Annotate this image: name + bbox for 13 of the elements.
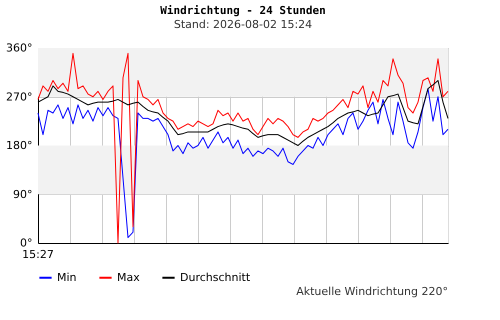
y-tick-label: 90° — [13, 188, 32, 201]
chart-title: Windrichtung - 24 Stunden — [160, 4, 326, 17]
line-series — [38, 88, 448, 238]
y-tick-label: 270° — [6, 90, 32, 104]
text: 15:27 — [22, 248, 54, 261]
y-tick-label: 0° — [20, 236, 32, 250]
y-tick-label: 360° — [6, 42, 32, 54]
legend-label: Durchschnitt — [180, 270, 251, 284]
legend-label: Max — [117, 270, 140, 284]
y-tick-label: 180° — [6, 139, 32, 152]
legend-label: Min — [57, 270, 77, 284]
chart-subtitle: Stand: 2026-08-02 15:24 — [174, 18, 312, 31]
text: Aktuelle Windrichtung 220° — [296, 285, 448, 298]
